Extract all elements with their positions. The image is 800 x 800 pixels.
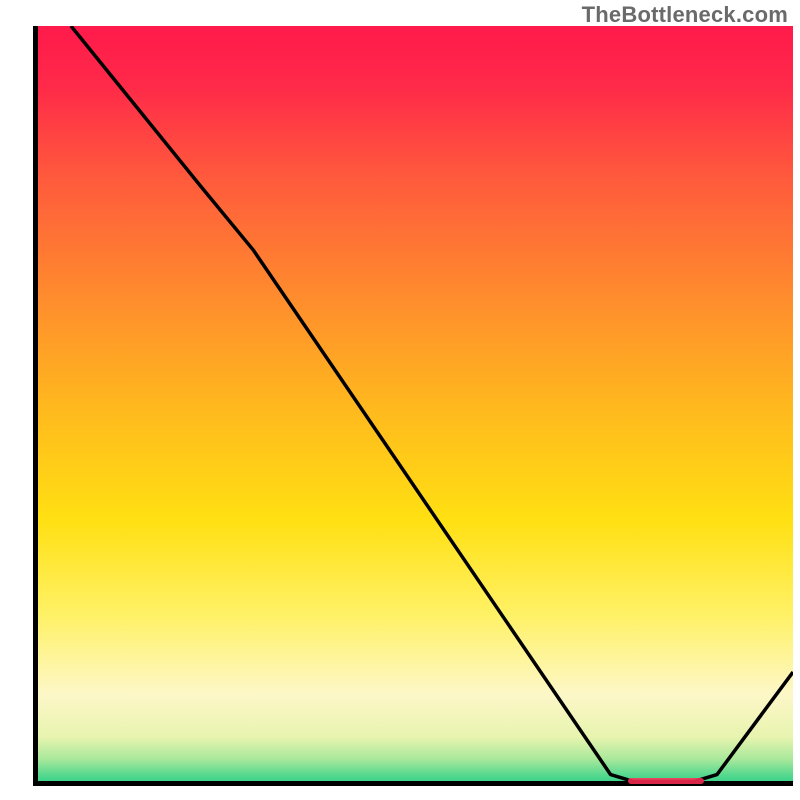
curve-svg xyxy=(33,26,793,786)
watermark-text: TheBottleneck.com xyxy=(582,2,788,28)
valley-marker xyxy=(628,778,704,784)
chart-stage: TheBottleneck.com xyxy=(0,0,800,800)
plot-area xyxy=(33,26,793,786)
curve-path xyxy=(71,26,793,781)
